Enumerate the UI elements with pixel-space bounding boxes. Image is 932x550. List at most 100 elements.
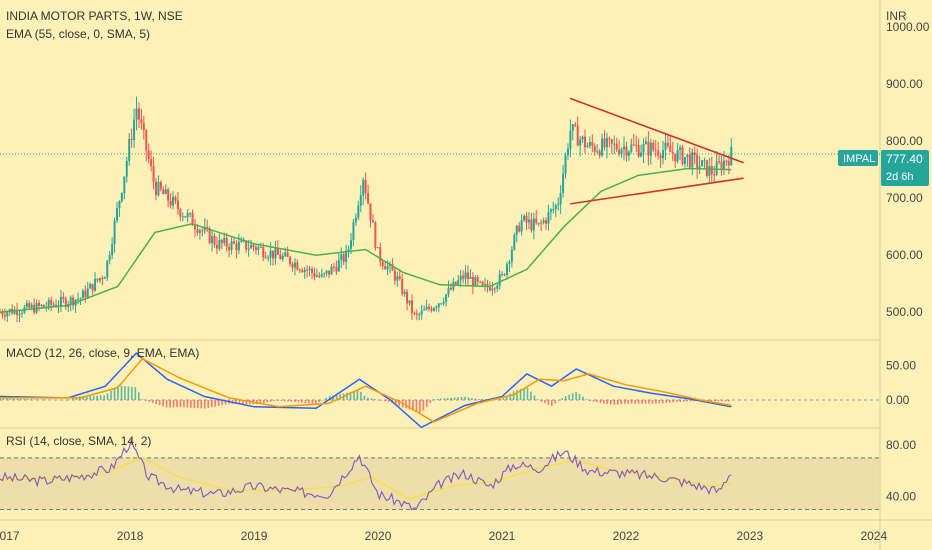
macd-histogram-bar	[710, 399, 713, 402]
candle-body	[276, 248, 279, 255]
candle-body	[252, 244, 255, 248]
time-tick-label: 2017	[0, 529, 20, 543]
candle-body	[359, 195, 362, 206]
candle-body	[542, 220, 545, 224]
candle-body	[272, 250, 275, 259]
macd-histogram-bar	[405, 399, 407, 409]
macd-histogram-bar	[92, 395, 95, 400]
macd-histogram-bar	[540, 399, 543, 402]
candle-body	[240, 240, 243, 242]
rsi-axis[interactable]: 80.00 40.00	[886, 438, 916, 504]
macd-histogram-bar	[269, 399, 272, 402]
macd-histogram-bar	[589, 399, 591, 402]
candle-body	[374, 222, 377, 248]
candle-body	[274, 248, 277, 259]
time-axis[interactable]: 2017 2018 2019 2020 2021 2022 2023 2024	[0, 529, 887, 543]
candle-body	[94, 278, 97, 291]
candle-body	[223, 237, 226, 243]
macd-histogram-bar	[575, 391, 577, 400]
price-axis[interactable]: 1000.00 900.00 800.00 700.00 600.00 500.00	[886, 20, 930, 319]
candle-body	[18, 313, 21, 316]
candle-body	[81, 290, 84, 299]
candle-body	[201, 230, 204, 232]
macd-histogram-bar	[325, 397, 328, 400]
macd-histogram-bar	[210, 399, 213, 408]
macd-histogram-bar	[259, 399, 262, 404]
candle-body	[605, 138, 608, 148]
macd-histogram-bar	[110, 390, 112, 400]
candle-body	[137, 108, 140, 120]
macd-histogram-bar	[554, 399, 557, 404]
candle-body	[498, 274, 501, 286]
macd-histogram-bar	[547, 399, 550, 405]
candle-body	[579, 139, 582, 146]
candle-body	[562, 173, 565, 194]
candle-body	[350, 240, 353, 249]
macd-axis[interactable]: 50.00 0.00	[886, 359, 916, 407]
symbol-badge	[838, 150, 878, 166]
candle-body	[384, 266, 387, 270]
macd-histogram-bar	[675, 399, 678, 403]
macd-histogram-bar	[117, 385, 119, 400]
candle-body	[89, 283, 92, 289]
candle-body	[86, 288, 89, 298]
macd-histogram-bar	[519, 388, 522, 400]
candle-body	[181, 216, 184, 218]
candle-body	[564, 155, 567, 174]
candle-body	[720, 162, 723, 170]
candle-body	[169, 200, 172, 206]
chart-title: INDIA MOTOR PARTS, 1W, NSE	[6, 9, 183, 23]
macd-histogram-bar	[99, 395, 102, 400]
candle-body	[84, 290, 87, 298]
macd-histogram-bar	[665, 399, 668, 403]
price-tick-label: 900.00	[886, 77, 923, 91]
candle-body	[403, 291, 406, 294]
candle-body	[588, 142, 591, 146]
candle-body	[279, 254, 282, 260]
candle-body	[393, 270, 396, 281]
candle-body	[198, 230, 201, 233]
candle-body	[464, 272, 467, 279]
candle-body	[408, 300, 411, 304]
rsi-line	[0, 438, 732, 511]
macd-histogram-bar	[374, 399, 376, 400]
candle-body	[725, 160, 728, 162]
candle-body	[423, 309, 426, 311]
candle-body	[608, 138, 611, 140]
candle-body	[59, 296, 62, 306]
candle-body	[286, 252, 289, 258]
candle-body	[566, 148, 569, 156]
macd-histogram-bar	[141, 399, 144, 400]
candle-body	[284, 252, 287, 256]
macd-histogram-bar	[523, 387, 525, 400]
candle-body	[298, 269, 301, 271]
macd-histogram-bar	[9, 398, 12, 400]
macd-histogram-bar	[304, 399, 307, 403]
candle-body	[467, 272, 470, 279]
candles-group	[0, 96, 733, 323]
macd-histogram-bar	[557, 399, 560, 401]
macd-histogram-bar	[398, 399, 400, 406]
candle-body	[42, 304, 45, 307]
macd-histogram-bar	[51, 399, 53, 401]
candle-body	[69, 297, 72, 305]
candle-body	[325, 270, 328, 274]
candle-body	[196, 229, 199, 233]
rsi-tick-label: 80.00	[886, 438, 916, 452]
candle-body	[179, 209, 182, 217]
candle-body	[530, 219, 533, 231]
candle-body	[474, 277, 477, 287]
candle-body	[194, 225, 197, 230]
candle-body	[615, 143, 618, 150]
candle-body	[311, 268, 314, 273]
candle-body	[515, 225, 518, 235]
candle-body	[496, 285, 499, 289]
candle-body	[318, 275, 321, 277]
macd-histogram-bar	[429, 399, 432, 404]
candle-body	[313, 272, 316, 277]
candle-body	[625, 146, 628, 156]
macd-histogram-bar	[276, 399, 279, 401]
price-tick-label: 800.00	[886, 134, 923, 148]
macd-histogram-bar	[96, 395, 98, 400]
